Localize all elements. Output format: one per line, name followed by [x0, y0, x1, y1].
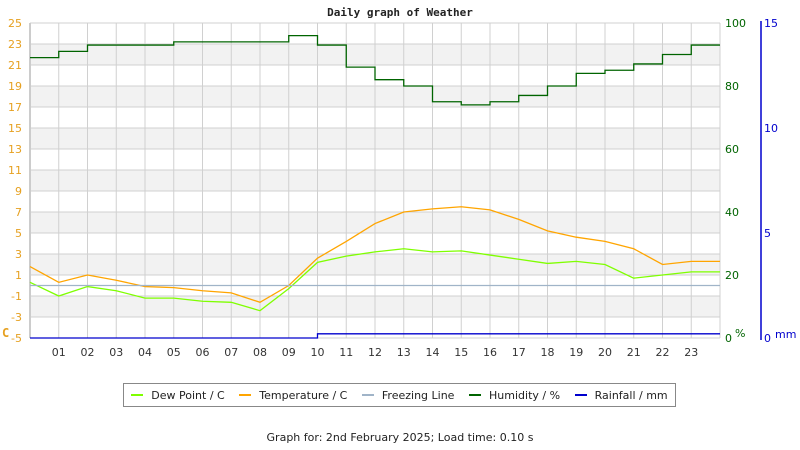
hour-tick-label: 15: [454, 346, 468, 359]
temp-tick-label: 9: [15, 185, 22, 198]
humidity-tick-label: 20: [725, 269, 739, 282]
temp-tick-label: 23: [8, 38, 22, 51]
legend-label: Rainfall / mm: [594, 388, 668, 402]
rainfall-mm-line: [30, 333, 720, 339]
humidity-tick-label: 60: [725, 143, 739, 156]
temp-tick-label: 3: [15, 248, 22, 261]
hour-tick-label: 10: [311, 346, 325, 359]
legend-label: Temperature / C: [259, 388, 348, 402]
temp-tick-label: 17: [8, 101, 22, 114]
temp-tick-label: 5: [15, 227, 22, 240]
hour-tick-label: 01: [52, 346, 66, 359]
temp-tick-label: 25: [8, 17, 22, 30]
hour-tick-label: 13: [397, 346, 411, 359]
legend-swatch-icon: [131, 394, 144, 396]
hour-tick-label: 04: [138, 346, 152, 359]
hour-tick-label: 19: [569, 346, 583, 359]
legend-swatch-icon: [469, 394, 482, 396]
temp-tick-label: 19: [8, 80, 22, 93]
hour-tick-label: 17: [512, 346, 526, 359]
temp-tick-label: 11: [8, 164, 22, 177]
temp-tick-label: -5: [11, 332, 22, 345]
hour-tick-label: 07: [224, 346, 238, 359]
hour-tick-label: 20: [598, 346, 612, 359]
hour-tick-label: 14: [426, 346, 440, 359]
hour-tick-label: 05: [167, 346, 181, 359]
hour-tick-label: 18: [541, 346, 555, 359]
graph-footer: Graph for: 2nd February 2025; Load time:…: [266, 431, 534, 444]
temp-tick-label: 15: [8, 122, 22, 135]
hour-tick-label: 06: [196, 346, 210, 359]
hour-tick-label: 22: [656, 346, 670, 359]
humidity-tick-label: 0: [725, 332, 732, 345]
hour-tick-label: 12: [368, 346, 382, 359]
rainfall-tick-label: 0: [764, 332, 771, 345]
hour-tick-label: 23: [684, 346, 698, 359]
chart-legend: Dew Point / C Temperature / C Freezing Lin…: [123, 383, 676, 407]
humidity-tick-label: 100: [725, 17, 746, 30]
hour-tick-label: 21: [627, 346, 641, 359]
hour-tick-label: 03: [109, 346, 123, 359]
temp-axis-unit: C: [2, 326, 9, 340]
dew-point-c-line: [29, 248, 720, 312]
hour-tick-label: 11: [339, 346, 353, 359]
legend-item: Humidity / %: [469, 389, 560, 402]
legend-label: Freezing Line: [381, 388, 455, 402]
rainfall-axis-unit: mm: [775, 328, 796, 341]
temperature-c-line: [29, 206, 720, 304]
temp-tick-label: 13: [8, 143, 22, 156]
legend-item: Rainfall / mm: [574, 388, 668, 402]
temp-tick-label: 7: [15, 206, 22, 219]
legend-swatch-icon: [574, 394, 587, 396]
humidity-tick-label: 40: [725, 206, 739, 219]
legend-item: Dew Point / C: [131, 388, 225, 402]
legend-label: Humidity / %: [489, 388, 561, 402]
legend-swatch-icon: [239, 394, 252, 396]
humidity-line: [30, 34, 720, 106]
hour-tick-label: 09: [282, 346, 296, 359]
rainfall-tick-label: 15: [764, 17, 778, 30]
temp-tick-label: -1: [11, 290, 22, 303]
humidity-tick-label: 80: [725, 80, 739, 93]
humidity-axis-unit: %: [735, 327, 745, 340]
hour-tick-label: 08: [253, 346, 267, 359]
hour-tick-label: 16: [483, 346, 497, 359]
temp-tick-label: 1: [15, 269, 22, 282]
legend-item: Freezing Line: [361, 388, 455, 402]
rainfall-tick-label: 10: [764, 122, 778, 135]
temp-tick-label: -3: [11, 311, 22, 324]
hour-tick-label: 02: [81, 346, 95, 359]
legend-label: Dew Point / C: [151, 388, 225, 402]
legend-swatch-icon: [361, 394, 374, 396]
temp-tick-label: 21: [8, 59, 22, 72]
chart-title: Daily graph of Weather: [327, 6, 473, 19]
rainfall-tick-label: 5: [764, 227, 771, 240]
legend-item: Temperature / C: [239, 389, 347, 402]
